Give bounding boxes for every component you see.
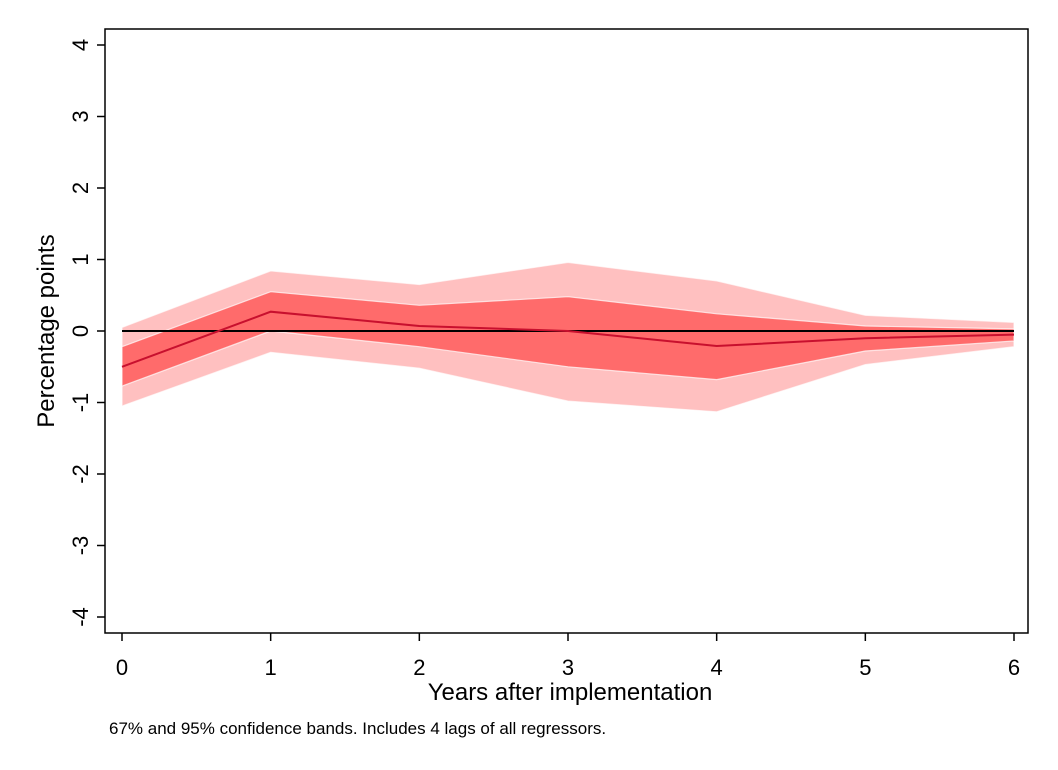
y-tick-label: -3 [68,536,93,556]
x-axis: 0 1 2 3 4 5 6 [116,633,1020,680]
x-tick-label: 4 [711,655,723,680]
y-axis-title: Percentage points [33,234,60,427]
chart-note: 67% and 95% confidence bands. Includes 4… [109,719,606,738]
x-tick-label: 3 [562,655,574,680]
estimate-line-0 [121,310,1015,368]
x-tick-label: 0 [116,655,128,680]
y-tick-label: 3 [68,110,93,122]
y-tick-label: -2 [68,464,93,484]
y-tick-label: -1 [68,393,93,413]
x-tick-label: 5 [859,655,871,680]
y-tick-label: 1 [68,253,93,265]
y-tick-label: 4 [68,39,93,51]
x-tick-label: 1 [265,655,277,680]
y-tick-label: 0 [68,325,93,337]
confidence-band-67pct [121,291,1015,387]
y-tick-label: 2 [68,182,93,194]
confidence-bands [121,261,1015,413]
plot-lines [121,310,1015,368]
y-tick-label: -4 [68,607,93,627]
x-tick-label: 6 [1008,655,1020,680]
y-axis: -4 -3 -2 -1 0 1 2 3 4 [68,39,105,627]
x-tick-label: 2 [413,655,425,680]
x-axis-title: Years after implementation [428,679,713,706]
